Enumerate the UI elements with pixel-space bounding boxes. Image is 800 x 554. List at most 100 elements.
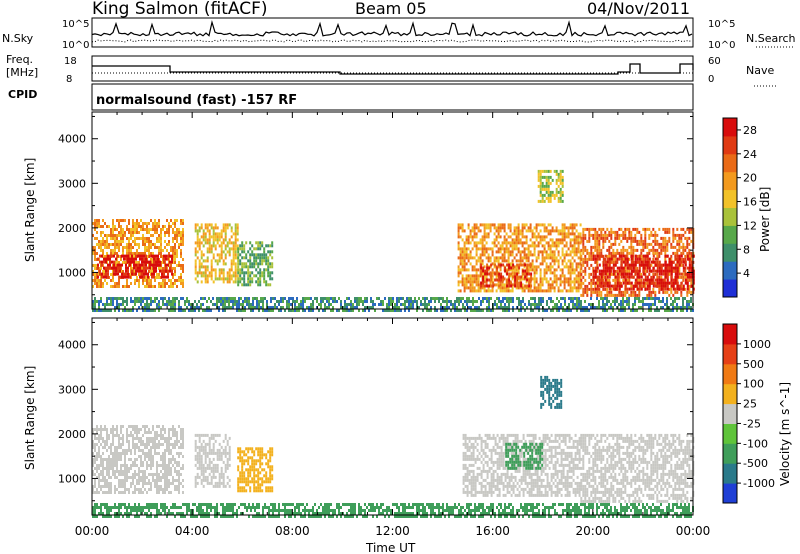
freq-line xyxy=(92,63,694,75)
heatmap-cell xyxy=(114,297,116,300)
heatmap-cell xyxy=(236,309,238,312)
heatmap-cell xyxy=(208,247,211,251)
heatmap-cell xyxy=(547,280,550,284)
heatmap-cell xyxy=(124,461,126,464)
heatmap-cell xyxy=(471,256,474,260)
heatmap-cell xyxy=(256,303,258,306)
heatmap-cell xyxy=(543,175,546,179)
heatmap-cell xyxy=(228,223,231,227)
heatmap-cell xyxy=(496,303,498,306)
heatmap-cell xyxy=(204,274,207,278)
heatmap-cell xyxy=(228,303,230,306)
heatmap-cell xyxy=(232,241,235,245)
heatmap-cell xyxy=(120,431,122,434)
heatmap-cell xyxy=(509,241,512,245)
heatmap-cell xyxy=(483,223,486,227)
heatmap-cell xyxy=(614,297,616,300)
heatmap-cell xyxy=(116,455,118,458)
heatmap-cell xyxy=(547,265,550,269)
heatmap-cell xyxy=(206,229,209,233)
heatmap-cell xyxy=(220,300,222,303)
heatmap-cell xyxy=(555,181,558,185)
heatmap-cell xyxy=(622,309,624,312)
heatmap-cell xyxy=(382,303,384,306)
heatmap-cell xyxy=(130,485,132,488)
heatmap-cell xyxy=(204,265,207,269)
heatmap-cell xyxy=(545,253,548,257)
heatmap-cell xyxy=(132,476,134,479)
heatmap-cell xyxy=(194,241,197,245)
heatmap-cell xyxy=(106,225,108,228)
heatmap-cell xyxy=(676,275,679,279)
heatmap-cell xyxy=(106,467,108,470)
heatmap-cell xyxy=(128,491,130,494)
heatmap-cell xyxy=(672,236,675,240)
heatmap-cell xyxy=(106,297,108,300)
heatmap-cell xyxy=(202,235,205,239)
heatmap-cell xyxy=(547,196,550,200)
heatmap-cell xyxy=(624,300,626,303)
heatmap-cell xyxy=(550,297,552,300)
heatmap-cell xyxy=(172,222,174,225)
heatmap-cell xyxy=(243,271,246,275)
heatmap-cell xyxy=(690,227,693,231)
heatmap-cell xyxy=(237,250,240,254)
heatmap-cell xyxy=(692,281,695,285)
heatmap-cell xyxy=(508,275,511,279)
heatmap-cell xyxy=(522,272,525,276)
heatmap-cell xyxy=(678,284,681,288)
heatmap-cell xyxy=(178,261,180,264)
heatmap-cell xyxy=(525,241,528,245)
heatmap-cell xyxy=(118,446,120,449)
heatmap-cell xyxy=(533,280,536,284)
heatmap-cell xyxy=(518,309,520,312)
heatmap-cell xyxy=(237,280,240,284)
heatmap-cell xyxy=(502,263,505,267)
heatmap-cell xyxy=(243,265,246,269)
heatmap-cell xyxy=(533,253,536,257)
heatmap-cell xyxy=(234,229,237,233)
heatmap-cell xyxy=(612,254,615,258)
heatmap-cell xyxy=(658,281,661,285)
heatmap-cell xyxy=(545,241,548,245)
heatmap-cell xyxy=(139,266,141,270)
heatmap-cell xyxy=(618,303,620,306)
heatmap-cell xyxy=(598,303,600,306)
heatmap-cell xyxy=(632,236,635,240)
heatmap-cell xyxy=(255,241,258,245)
heatmap-cell xyxy=(98,479,100,482)
heatmap-cell xyxy=(488,303,490,306)
heatmap-cell xyxy=(624,290,627,294)
heatmap-cell xyxy=(392,309,394,312)
heatmap-cell xyxy=(670,287,673,291)
heatmap-cell xyxy=(588,239,591,243)
heatmap-cell xyxy=(130,282,132,285)
heatmap-cell xyxy=(594,281,597,285)
heatmap-cell xyxy=(512,266,515,270)
heatmap-cell xyxy=(569,289,572,293)
heatmap-cell xyxy=(242,303,244,306)
heatmap-cell xyxy=(380,303,382,306)
heatmap-cell xyxy=(592,251,595,255)
heatmap-cell xyxy=(592,227,595,231)
heatmap-cell xyxy=(686,300,688,303)
heatmap-cell xyxy=(547,289,550,293)
heatmap-cell xyxy=(136,249,138,252)
heatmap-cell xyxy=(478,309,480,312)
heatmap-cell xyxy=(164,234,166,237)
heatmap-cell xyxy=(618,284,621,288)
heatmap-cell xyxy=(134,461,136,464)
heatmap-cell xyxy=(158,300,160,303)
heatmap-cell xyxy=(238,297,240,300)
heatmap-cell xyxy=(261,271,264,275)
heatmap-cell xyxy=(616,297,618,300)
heatmap-cell xyxy=(202,259,205,263)
heatmap-cell xyxy=(608,239,611,243)
heatmap-cell xyxy=(596,245,599,249)
heatmap-cell xyxy=(116,246,118,249)
heatmap-cell xyxy=(98,279,100,282)
heatmap-cell xyxy=(668,227,671,231)
heatmap-cell xyxy=(140,297,142,300)
heatmap-cell xyxy=(346,306,348,309)
heatmap-cell xyxy=(178,231,180,234)
